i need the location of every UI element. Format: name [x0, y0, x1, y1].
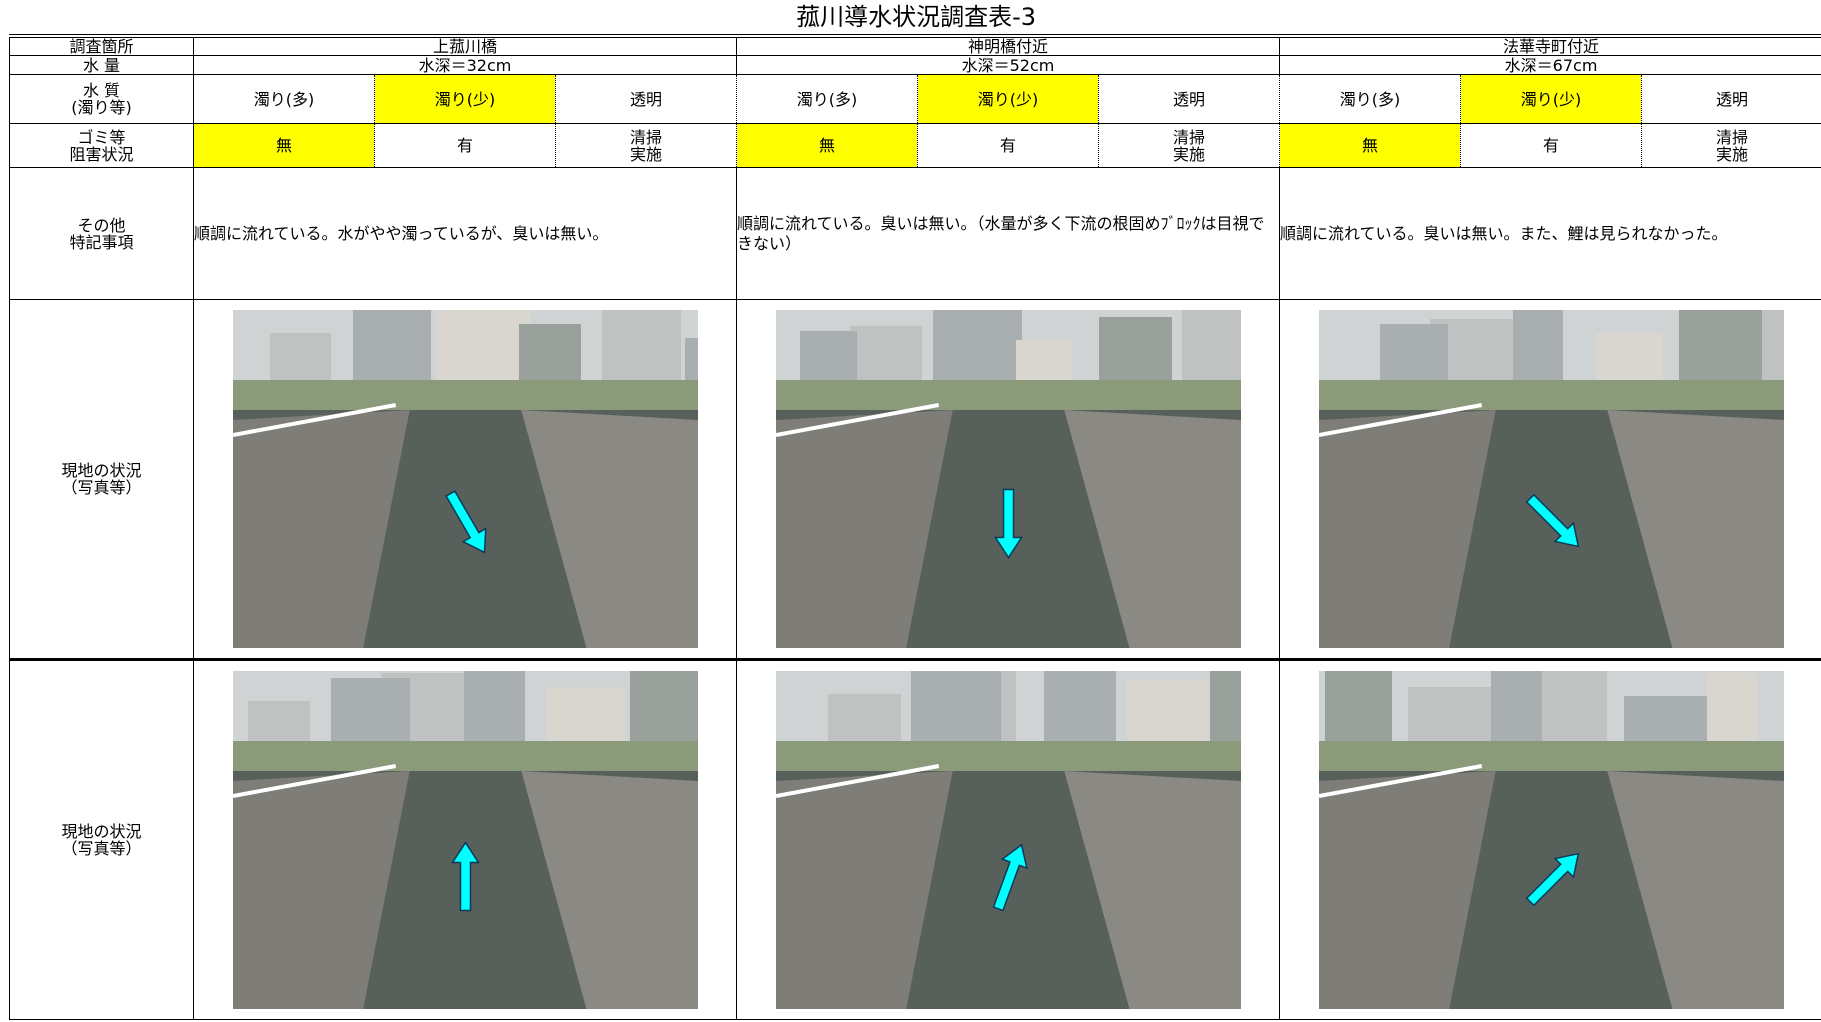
debris-option: 清掃 実施 — [1640, 123, 1821, 168]
debris-option: 有 — [1460, 123, 1642, 168]
site-name: 上菰川橋 — [193, 35, 737, 56]
text-line: （写真等） — [61, 478, 142, 497]
text-line: その他 — [77, 215, 126, 235]
text-line: 水 質 — [82, 81, 121, 100]
row-label: その他 特記事項 — [9, 167, 194, 300]
photo-cell — [736, 658, 1280, 1020]
row-label: 水 質 (濁り等) — [9, 74, 194, 124]
table-row: その他 特記事項 順調に流れている。水がやや濁っているが、臭いは無い。 順調に流れてい… — [9, 167, 1821, 300]
quality-option: 濁り(多) — [736, 74, 918, 124]
text-line: (濁り等) — [71, 98, 132, 117]
quality-option: 濁り(少) — [374, 74, 556, 124]
text-line: 実施 — [1716, 144, 1749, 164]
text-line: 実施 — [629, 144, 662, 164]
survey-table: 菰川導水状況調査表-3 調査箇所 上菰川橋 神明橋付近 法華寺町付近水 量水深＝32cm… — [9, 0, 1821, 1020]
text-line: 清掃 — [1716, 127, 1749, 147]
debris-option: 無 — [736, 123, 918, 168]
table-row: 調査箇所 上菰川橋 神明橋付近 法華寺町付近 — [9, 35, 1821, 56]
text-line: 実施 — [1172, 144, 1205, 164]
survey-sheet: 菰川導水状況調査表-3 調査箇所 上菰川橋 神明橋付近 法華寺町付近水 量水深＝32cm… — [9, 0, 1821, 1020]
quality-option: 透明 — [1098, 74, 1280, 124]
text-line: ゴミ等 — [77, 127, 126, 147]
text-line: （写真等） — [61, 839, 142, 858]
site-photo — [232, 671, 698, 1009]
site-name: 法華寺町付近 — [1278, 35, 1821, 56]
row-label: 調査箇所 — [9, 35, 194, 56]
table-row: 水 質 (濁り等) 濁り(多) 濁り(少) 透明 濁り(多) 濁り(少) 透明 濁り(多) 濁り(… — [9, 74, 1821, 124]
debris-option: 無 — [193, 123, 375, 168]
notes: 順調に流れている。臭いは無い。また、鯉は見られなかった。 — [1278, 167, 1821, 300]
notes: 順調に流れている。水がやや濁っているが、臭いは無い。 — [193, 167, 737, 300]
water-depth: 水深＝32cm — [193, 55, 737, 75]
photo-cell — [1278, 299, 1821, 660]
text-line: 現地の状況 — [61, 461, 142, 480]
text-line: 清掃 — [1172, 127, 1205, 147]
row-label: 水 量 — [9, 55, 194, 75]
debris-option: 清掃 実施 — [1098, 123, 1280, 168]
debris-option: 有 — [917, 123, 1099, 168]
photo-cell — [193, 658, 737, 1020]
row-label: 現地の状況 （写真等） — [9, 658, 194, 1020]
quality-option: 濁り(少) — [1460, 74, 1642, 124]
text-line: 現地の状況 — [61, 822, 142, 841]
quality-option: 濁り(多) — [193, 74, 375, 124]
row-label: 現地の状況 （写真等） — [9, 299, 194, 660]
quality-option: 透明 — [555, 74, 737, 124]
text-line: 阻害状況 — [69, 144, 134, 164]
debris-option: 有 — [374, 123, 556, 168]
debris-option: 無 — [1279, 123, 1461, 168]
text-line: 特記事項 — [69, 232, 134, 252]
notes: 順調に流れている。臭いは無い。（水量が多く下流の根固めﾌﾞﾛｯｸは目視できない） — [736, 167, 1280, 300]
debris-option: 清掃 実施 — [555, 123, 737, 168]
row-label: ゴミ等 阻害状況 — [9, 123, 194, 168]
site-photo — [1318, 671, 1784, 1009]
photo-cell — [193, 299, 737, 660]
water-depth: 水深＝52cm — [736, 55, 1280, 75]
site-photo — [1318, 310, 1784, 648]
photo-cell — [1278, 658, 1821, 1020]
table-row: ゴミ等 阻害状況無有清掃 実施無有清掃 実施無有清掃 実施 — [9, 123, 1821, 168]
table-row: 現地の状況 （写真等） — [9, 658, 1821, 1020]
text-line: 清掃 — [629, 127, 662, 147]
quality-option: 濁り(少) — [917, 74, 1099, 124]
site-photo — [232, 310, 698, 648]
table-row: 菰川導水状況調査表-3 — [9, 0, 1821, 38]
site-name: 神明橋付近 — [736, 35, 1280, 56]
table-row: 現地の状況 （写真等） — [9, 299, 1821, 660]
page-title: 菰川導水状況調査表-3 — [9, 0, 1821, 38]
quality-option: 濁り(多) — [1279, 74, 1461, 124]
quality-option: 透明 — [1640, 74, 1821, 124]
photo-cell — [736, 299, 1280, 660]
site-photo — [775, 310, 1241, 648]
table-row: 水 量水深＝32cm 水深＝52cm 水深＝67cm — [9, 55, 1821, 75]
site-photo — [775, 671, 1241, 1009]
water-depth: 水深＝67cm — [1278, 55, 1821, 75]
